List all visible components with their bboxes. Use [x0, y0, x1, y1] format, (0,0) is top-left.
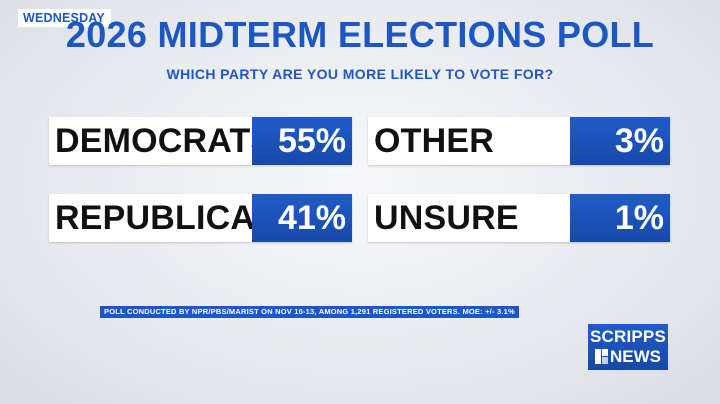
party-percentage: 55%: [252, 117, 352, 165]
party-percentage: 1%: [570, 194, 670, 242]
result-republicans: REPUBLICANS 41%: [49, 194, 352, 242]
logo-text-bottom: NEWS: [610, 346, 661, 366]
result-democrats: DEMOCRATS 55%: [49, 117, 352, 165]
poll-question: WHICH PARTY ARE YOU MORE LIKELY TO VOTE …: [166, 66, 554, 82]
logo-bottom-row: NEWS: [588, 347, 668, 366]
party-label: DEMOCRATS: [55, 121, 274, 160]
result-unsure: UNSURE 1%: [368, 194, 670, 242]
page-title: 2026 MIDTERM ELECTIONS POLL: [65, 14, 655, 55]
party-percentage: 41%: [252, 194, 352, 242]
day-tag: WEDNESDAY: [18, 9, 111, 27]
party-percentage: 3%: [570, 117, 670, 165]
logo-text-top: SCRIPPS: [589, 327, 667, 346]
logo-mark-icon: [595, 349, 608, 364]
result-other: OTHER 3%: [368, 117, 670, 165]
scripps-news-logo: SCRIPPS NEWS: [588, 324, 668, 370]
poll-source-footnote: POLL CONDUCTED BY NPR/PBS/MARIST ON NOV …: [100, 306, 519, 318]
party-label: OTHER: [374, 121, 494, 160]
party-label: UNSURE: [374, 198, 519, 237]
